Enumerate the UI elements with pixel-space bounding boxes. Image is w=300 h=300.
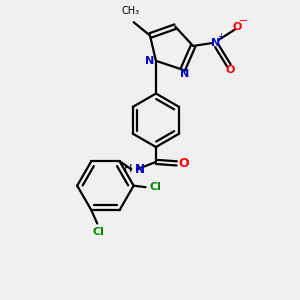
Text: O: O (233, 22, 242, 32)
Text: Cl: Cl (93, 227, 105, 237)
Text: Cl: Cl (149, 182, 161, 192)
Text: O: O (226, 65, 235, 75)
Text: CH₃: CH₃ (122, 6, 140, 16)
Text: O: O (179, 157, 190, 170)
Text: N: N (135, 163, 145, 176)
Text: N: N (211, 38, 220, 48)
Text: N: N (180, 69, 189, 79)
Text: −: − (239, 16, 248, 26)
Text: +: + (217, 32, 224, 41)
Text: N: N (145, 56, 154, 66)
Text: H: H (124, 164, 132, 174)
